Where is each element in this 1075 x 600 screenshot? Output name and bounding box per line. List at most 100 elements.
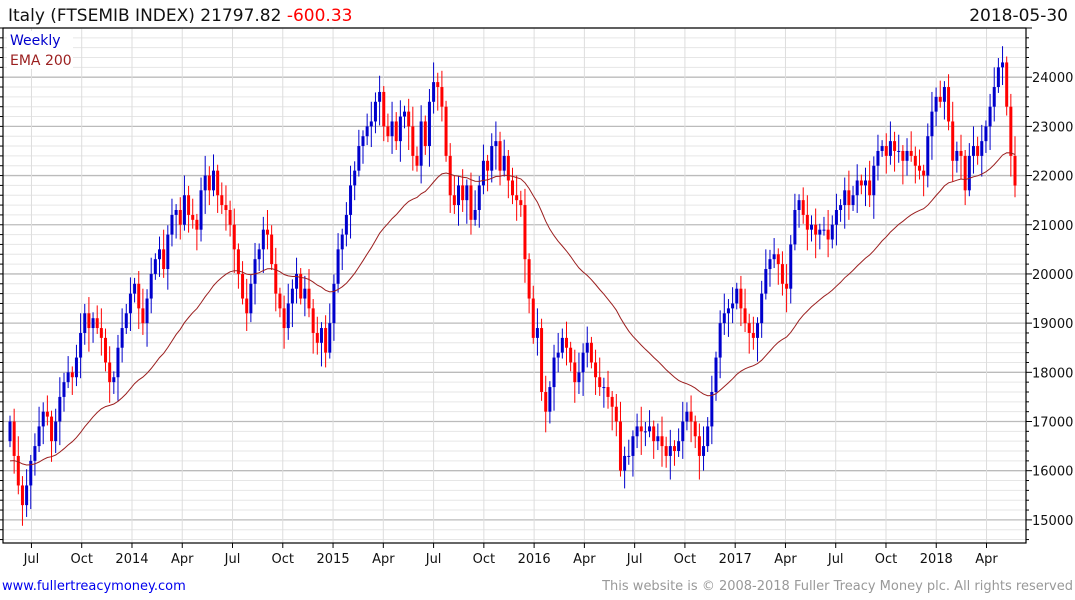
candle-down	[523, 188, 527, 283]
candle-up	[685, 402, 689, 431]
candle-up	[66, 356, 70, 389]
candle-body	[635, 426, 639, 437]
candle-body	[149, 273, 153, 299]
candle-body	[581, 352, 585, 373]
x-tick-label: Jul	[827, 552, 844, 567]
candle-down	[187, 185, 191, 233]
candle-up	[29, 454, 33, 510]
candle-body	[369, 121, 373, 127]
candle-body	[876, 150, 880, 166]
candle-up	[681, 401, 685, 459]
y-tick-label: 23000	[1032, 120, 1073, 135]
candle-body	[747, 323, 751, 333]
candle-down	[776, 248, 780, 285]
candle-down	[299, 268, 303, 305]
candle-up	[79, 313, 83, 379]
candle-down	[893, 131, 897, 172]
candle-up	[398, 100, 402, 162]
candle-down	[1009, 93, 1013, 177]
candle-body	[672, 446, 676, 452]
candle-down	[515, 175, 519, 221]
candle-up	[490, 133, 494, 183]
candle-up	[145, 289, 149, 347]
candle-down	[689, 395, 693, 443]
candle-body	[87, 313, 91, 329]
candle-down	[16, 436, 20, 495]
candle-up	[623, 446, 627, 489]
candle-body	[685, 411, 689, 422]
candle-up	[656, 423, 660, 451]
candle-body	[295, 273, 299, 289]
candle-body	[814, 224, 818, 235]
candle-body	[191, 214, 195, 220]
candle-down	[324, 315, 328, 368]
candle-down	[315, 316, 319, 355]
candle-body	[153, 259, 157, 274]
candle-body	[290, 288, 294, 304]
candle-body	[228, 209, 232, 225]
change-value: -600.33	[287, 6, 353, 26]
candle-body	[166, 234, 170, 270]
footer-link[interactable]: www.fullertreacymoney.com	[2, 579, 186, 594]
plot-frame	[2, 27, 1027, 544]
candle-body	[444, 106, 448, 156]
candle-body	[448, 155, 452, 196]
candle-up	[810, 215, 814, 242]
candle-body	[992, 87, 996, 107]
candle-up	[797, 194, 801, 228]
candle-down	[423, 115, 427, 155]
candle-body	[216, 170, 220, 196]
candle-body	[398, 116, 402, 142]
x-tick-label: 2016	[518, 552, 551, 567]
candle-up	[91, 312, 95, 343]
candle-body	[789, 244, 793, 289]
candle-body	[37, 426, 41, 447]
candle-up	[419, 105, 423, 184]
candle-down	[137, 270, 141, 330]
candle-body	[735, 288, 739, 304]
candle-down	[282, 295, 286, 349]
x-axis: Jul Oct 2014 Apr Jul Oct 2015 Apr Jul Oct 2016 Apr J…	[23, 543, 998, 567]
candle-body	[502, 155, 506, 171]
candle-body	[170, 214, 174, 235]
candle-down	[141, 288, 145, 335]
candle-down	[814, 208, 818, 259]
candle-body	[41, 411, 45, 427]
candle-down	[751, 316, 755, 350]
x-tick-label: Apr	[774, 552, 797, 567]
candle-down	[540, 318, 544, 401]
candle-body	[50, 416, 54, 442]
candle-up	[668, 429, 672, 480]
candle-up	[502, 139, 506, 177]
candle-up	[876, 134, 880, 181]
candle-body	[560, 337, 564, 353]
candle-up	[290, 279, 294, 328]
candle-down	[394, 112, 398, 150]
candle-body	[859, 180, 863, 186]
candle-body	[639, 426, 643, 432]
candle-body	[897, 150, 901, 152]
candle-down	[274, 247, 278, 312]
candle-body	[976, 146, 980, 156]
candle-body	[652, 426, 656, 442]
y-tick-label: 24000	[1032, 71, 1073, 86]
candle-down	[826, 209, 830, 258]
candle-body	[423, 121, 427, 147]
candle-body	[178, 209, 182, 225]
candle-down	[938, 80, 942, 108]
candle-up	[735, 282, 739, 310]
candle-down	[220, 182, 224, 214]
candle-body	[822, 229, 826, 231]
candle-up	[336, 233, 340, 293]
candle-body	[133, 283, 137, 294]
candle-up	[33, 433, 37, 476]
candle-up	[577, 352, 581, 394]
candle-body	[743, 308, 747, 324]
candle-body	[195, 219, 199, 230]
candle-body	[834, 209, 838, 225]
candle-down	[99, 308, 103, 356]
candle-down	[411, 106, 415, 171]
candle-body	[884, 146, 888, 156]
candle-down	[12, 408, 16, 474]
candle-body	[440, 87, 444, 107]
